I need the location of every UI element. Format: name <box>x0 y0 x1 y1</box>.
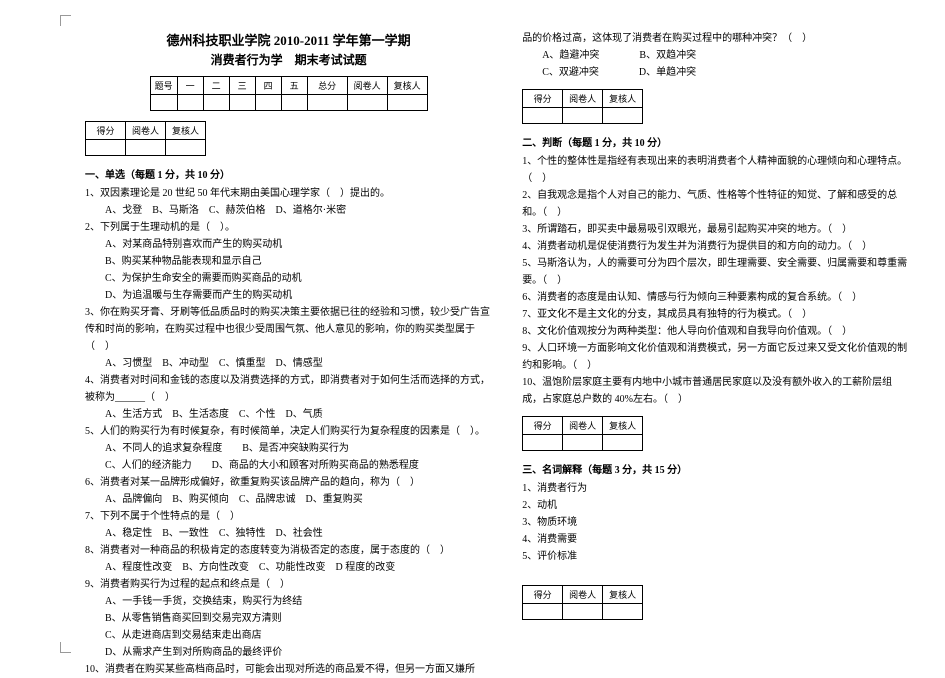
title-line1: 德州科技职业学院 2010-2011 学年第一学期 <box>85 30 492 49</box>
j1: 1、个性的整体性是指经有表现出来的表明消费者个人精神面貌的心理倾向和心理特点。（… <box>522 153 910 187</box>
j2: 2、自我观念是指个人对自己的能力、气质、性格等个性特征的知觉、了解和感受的总和。… <box>522 187 910 221</box>
q2c: C、为保护生命安全的需要而购买商品的动机 <box>85 270 492 287</box>
j7: 7、亚文化不是主文化的分支，其成员具有独特的行为模式。（ ） <box>522 306 910 323</box>
q6: 6、消费者对某一品牌形成偏好，欲重复购买该品牌产品的趋向，称为（ ） <box>85 474 492 491</box>
section2-score-table-top: 得分阅卷人复核人 <box>522 89 643 124</box>
q5b: C、人们的经济能力 D、商品的大小和顾客对所购买商品的熟悉程度 <box>85 457 492 474</box>
q9a: A、一手钱一手货，交换结束，购买行为终结 <box>85 593 492 610</box>
q9b: B、从零售销售商买回到交易完双方清则 <box>85 610 492 627</box>
q9c: C、从走进商店到交易结束走出商店 <box>85 627 492 644</box>
j9: 9、人口环境一方面影响文化价值观和消费模式，另一方面它反过来又受文化价值观的制约… <box>522 340 910 374</box>
q10-opts2: C、双避冲突 D、单趋冲突 <box>522 64 910 81</box>
j3: 3、所谓踏石，即买卖中最易吸引双眼光，最易引起购买冲突的地方。（ ） <box>522 221 910 238</box>
j4: 4、消费者动机是促使消费行为发生并为消费行为提供目的和方向的动力。（ ） <box>522 238 910 255</box>
q10b: 品的价格过高，这体现了消费者在购买过程中的哪种冲突？（ ） <box>522 30 910 47</box>
q8-opts: A、程度性改变 B、方向性改变 C、功能性改变 D 程度的改变 <box>85 559 492 576</box>
j6: 6、消费者的态度是由认知、情感与行为倾向三种要素构成的复合系统。（ ） <box>522 289 910 306</box>
q7-opts: A、稳定性 B、一致性 C、独特性 D、社会性 <box>85 525 492 542</box>
n5: 5、评价标准 <box>522 548 910 565</box>
q6-opts: A、品牌偏向 B、购买倾向 C、品牌忠诚 D、重复购买 <box>85 491 492 508</box>
q8: 8、消费者对一种商品的积极肯定的态度转变为消极否定的态度，属于态度的（ ） <box>85 542 492 559</box>
q2b: B、购买某种物品能表现和显示自己 <box>85 253 492 270</box>
main-score-table: 题号 一 二 三 四 五 总分 阅卷人 复核人 <box>150 76 428 111</box>
q3-opts: A、习惯型 B、冲动型 C、慎重型 D、情感型 <box>85 355 492 372</box>
n4: 4、消费需要 <box>522 531 910 548</box>
q5a: A、不同人的追求复杂程度 B、是否冲突缺购买行为 <box>85 440 492 457</box>
section3-score-table-top: 得分阅卷人复核人 <box>522 416 643 451</box>
q9d: D、从需求产生到对所购商品的最终评价 <box>85 644 492 661</box>
q3: 3、你在购买牙膏、牙刷等低品质品时的购买决策主要依据已往的经验和习惯，较少受广告… <box>85 304 492 355</box>
section3-score-table-bottom: 得分阅卷人复核人 <box>522 585 643 620</box>
q5: 5、人们的购买行为有时候复杂，有时候简单，决定人们购买行为复杂程度的因素是（ ）… <box>85 423 492 440</box>
n2: 2、动机 <box>522 497 910 514</box>
q1-opts: A、戈登 B、马斯洛 C、赫茨伯格 D、道格尔·米密 <box>85 202 492 219</box>
q9: 9、消费者购买行为过程的起点和终点是（ ） <box>85 576 492 593</box>
section1-header: 一、单选（每题 1 分，共 10 分） <box>85 166 492 181</box>
q4-opts: A、生活方式 B、生活态度 C、个性 D、气质 <box>85 406 492 423</box>
q10-opts1: A、趋避冲突 B、双趋冲突 <box>522 47 910 64</box>
q7: 7、下列不属于个性特点的是（ ） <box>85 508 492 525</box>
q10: 10、消费者在购买某些高档商品时，可能会出现对所选的商品爱不得，但另一方面又嫌所 <box>85 661 492 678</box>
q1: 1、双因素理论是 20 世纪 50 年代末期由美国心理学家（ ）提出的。 <box>85 185 492 202</box>
section2-header: 二、判断（每题 1 分，共 10 分） <box>522 134 910 149</box>
section3-header: 三、名词解释（每题 3 分，共 15 分） <box>522 461 910 476</box>
title-line2: 消费者行为学 期末考试试题 <box>85 51 492 68</box>
q2: 2、下列属于生理动机的是（ ）。 <box>85 219 492 236</box>
j8: 8、文化价值观按分为两种类型：他人导向价值观和自我导向价值观。（ ） <box>522 323 910 340</box>
q4: 4、消费者对时间和金钱的态度以及消费选择的方式，即消费者对于如何生活而选择的方式… <box>85 372 492 406</box>
q2d: D、为追温暖与生存需要而产生的购买动机 <box>85 287 492 304</box>
n1: 1、消费者行为 <box>522 480 910 497</box>
j5: 5、马斯洛认为，人的需要可分为四个层次，即生理需要、安全需要、归属需要和尊重需要… <box>522 255 910 289</box>
n3: 3、物质环境 <box>522 514 910 531</box>
q2a: A、对某商品特别喜欢而产生的购买动机 <box>85 236 492 253</box>
j10: 10、温饱阶层家庭主要有内地中小城市普通居民家庭以及没有额外收入的工薪阶层组成，… <box>522 374 910 408</box>
section1-score-table: 得分阅卷人复核人 <box>85 121 206 156</box>
